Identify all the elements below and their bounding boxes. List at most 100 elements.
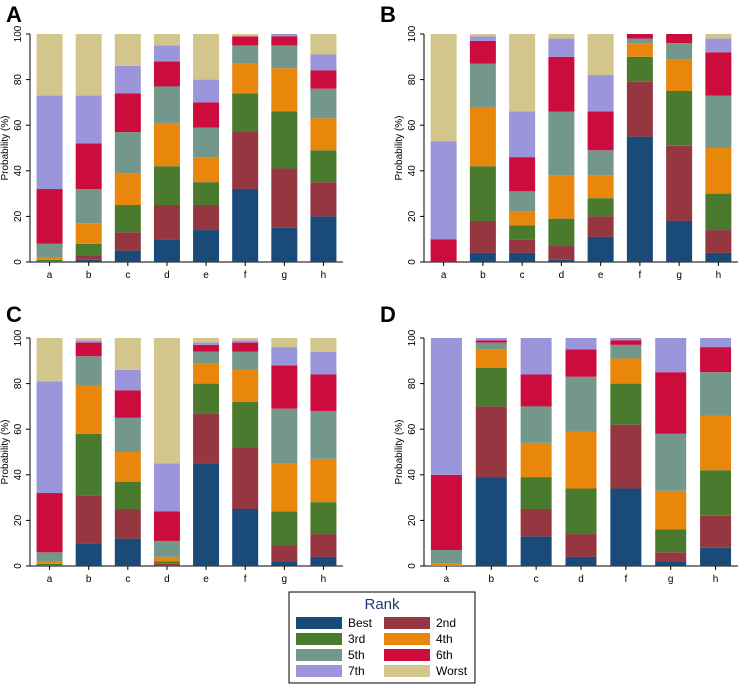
bar-segment-4th xyxy=(587,175,614,199)
bar-segment-4th xyxy=(430,563,462,566)
bar-segment-7th xyxy=(232,340,259,343)
y-tick-label: 60 xyxy=(13,119,24,131)
bar-segment-7th xyxy=(587,75,614,112)
bar-segment-5th xyxy=(310,88,337,119)
panel-letter: B xyxy=(380,2,396,27)
chart-panel-d: D 0 20 40 60 80 100 Probability (%) a b c d f g h xyxy=(380,302,738,585)
y-tick-label: 80 xyxy=(407,378,418,390)
bar-segment-6th xyxy=(36,189,63,244)
bar-segment-best xyxy=(475,477,507,566)
x-tick-label: d xyxy=(578,574,584,585)
y-tick-label: 100 xyxy=(407,329,418,346)
bar-segment-worst xyxy=(75,338,102,341)
bar-segment-worst xyxy=(75,34,102,96)
legend-label: 7th xyxy=(348,664,365,678)
bar-segment-6th xyxy=(75,143,102,190)
y-tick-label: 40 xyxy=(13,165,24,177)
bar-segment-best xyxy=(232,509,259,566)
bar-segment-2nd xyxy=(587,216,614,237)
bar-segment-3rd xyxy=(520,477,552,509)
y-tick-label: 40 xyxy=(407,469,418,481)
x-tick-label: g xyxy=(282,270,288,281)
bar-segment-best xyxy=(565,556,597,566)
bar-segment-4th xyxy=(36,257,63,260)
bar-segment-5th xyxy=(469,63,496,107)
bar-segment-2nd xyxy=(310,182,337,217)
bar-segment-2nd xyxy=(271,168,298,228)
bar-segment-6th xyxy=(271,36,298,46)
bar-stack-b xyxy=(75,338,102,566)
bar-segment-2nd xyxy=(75,495,102,544)
bar-segment-5th xyxy=(36,552,63,562)
bar-segment-worst xyxy=(36,34,63,96)
bar-segment-best xyxy=(114,250,141,262)
bar-stack-h xyxy=(310,338,337,566)
bar-stack-h xyxy=(705,34,732,262)
bar-segment-4th xyxy=(469,106,496,167)
x-tick-label: d xyxy=(559,270,565,281)
y-tick-label: 40 xyxy=(407,165,418,177)
bar-segment-4th xyxy=(114,452,141,482)
x-tick-label: g xyxy=(282,574,288,585)
bar-segment-worst xyxy=(232,338,259,341)
y-tick-label: 100 xyxy=(13,25,24,42)
chart-panel-c: C 0 20 40 60 80 100 Probability (%) a b c d e f g h xyxy=(0,302,343,585)
bar-segment-5th xyxy=(36,243,63,258)
bar-segment-4th xyxy=(548,175,575,219)
bar-segment-best xyxy=(193,463,220,566)
bar-segment-best xyxy=(271,227,298,262)
y-tick-label: 20 xyxy=(13,514,24,526)
bar-segment-2nd xyxy=(153,563,180,566)
bar-segment-5th xyxy=(75,356,102,386)
bar-segment-6th xyxy=(565,349,597,377)
x-tick-label: b xyxy=(480,270,486,281)
bar-segment-2nd xyxy=(232,132,259,190)
bar-segment-4th xyxy=(36,561,63,564)
x-tick-label: e xyxy=(203,574,209,585)
x-tick-label: a xyxy=(444,574,450,585)
bar-segment-7th xyxy=(520,338,552,375)
bar-segment-worst xyxy=(587,34,614,76)
bar-segment-5th xyxy=(705,95,732,148)
y-axis-title: Probability (%) xyxy=(394,419,405,484)
bar-segment-7th xyxy=(509,111,536,158)
x-tick-label: h xyxy=(321,270,327,281)
panel-letter: A xyxy=(6,2,22,27)
y-tick-label: 80 xyxy=(13,378,24,390)
bar-segment-7th xyxy=(114,65,141,94)
y-tick-label: 80 xyxy=(13,74,24,86)
bar-segment-4th xyxy=(75,223,102,244)
bar-segment-5th xyxy=(610,344,642,359)
bar-segment-3rd xyxy=(232,401,259,448)
bar-segment-7th xyxy=(430,338,462,475)
legend-label: Worst xyxy=(436,664,468,678)
x-tick-label: h xyxy=(321,574,327,585)
bar-segment-3rd xyxy=(587,198,614,217)
bar-segment-5th xyxy=(666,43,693,60)
y-tick-label: 60 xyxy=(407,423,418,435)
bar-segment-5th xyxy=(587,150,614,176)
legend-swatch xyxy=(384,633,430,645)
bar-segment-7th xyxy=(469,36,496,41)
bar-segment-3rd xyxy=(666,91,693,146)
bar-segment-worst xyxy=(114,338,141,370)
bar-segment-best xyxy=(75,543,102,566)
legend-swatch xyxy=(296,665,342,677)
y-tick-label: 20 xyxy=(407,210,418,222)
bar-segment-6th xyxy=(271,365,298,409)
bar-segment-3rd xyxy=(36,259,63,262)
bar-stack-a xyxy=(430,34,457,262)
bar-segment-5th xyxy=(114,417,141,452)
legend-item-worst: Worst xyxy=(384,664,468,678)
x-tick-label: h xyxy=(713,574,719,585)
bar-segment-worst xyxy=(705,34,732,39)
bar-segment-4th xyxy=(271,463,298,512)
bar-segment-4th xyxy=(610,358,642,384)
bar-segment-5th xyxy=(75,189,102,224)
legend-label: 5th xyxy=(348,648,365,662)
bar-segment-worst xyxy=(193,338,220,343)
bar-segment-5th xyxy=(232,45,259,64)
panel-letter: D xyxy=(380,302,396,327)
y-tick-label: 100 xyxy=(13,329,24,346)
bar-stack-d xyxy=(153,34,180,262)
